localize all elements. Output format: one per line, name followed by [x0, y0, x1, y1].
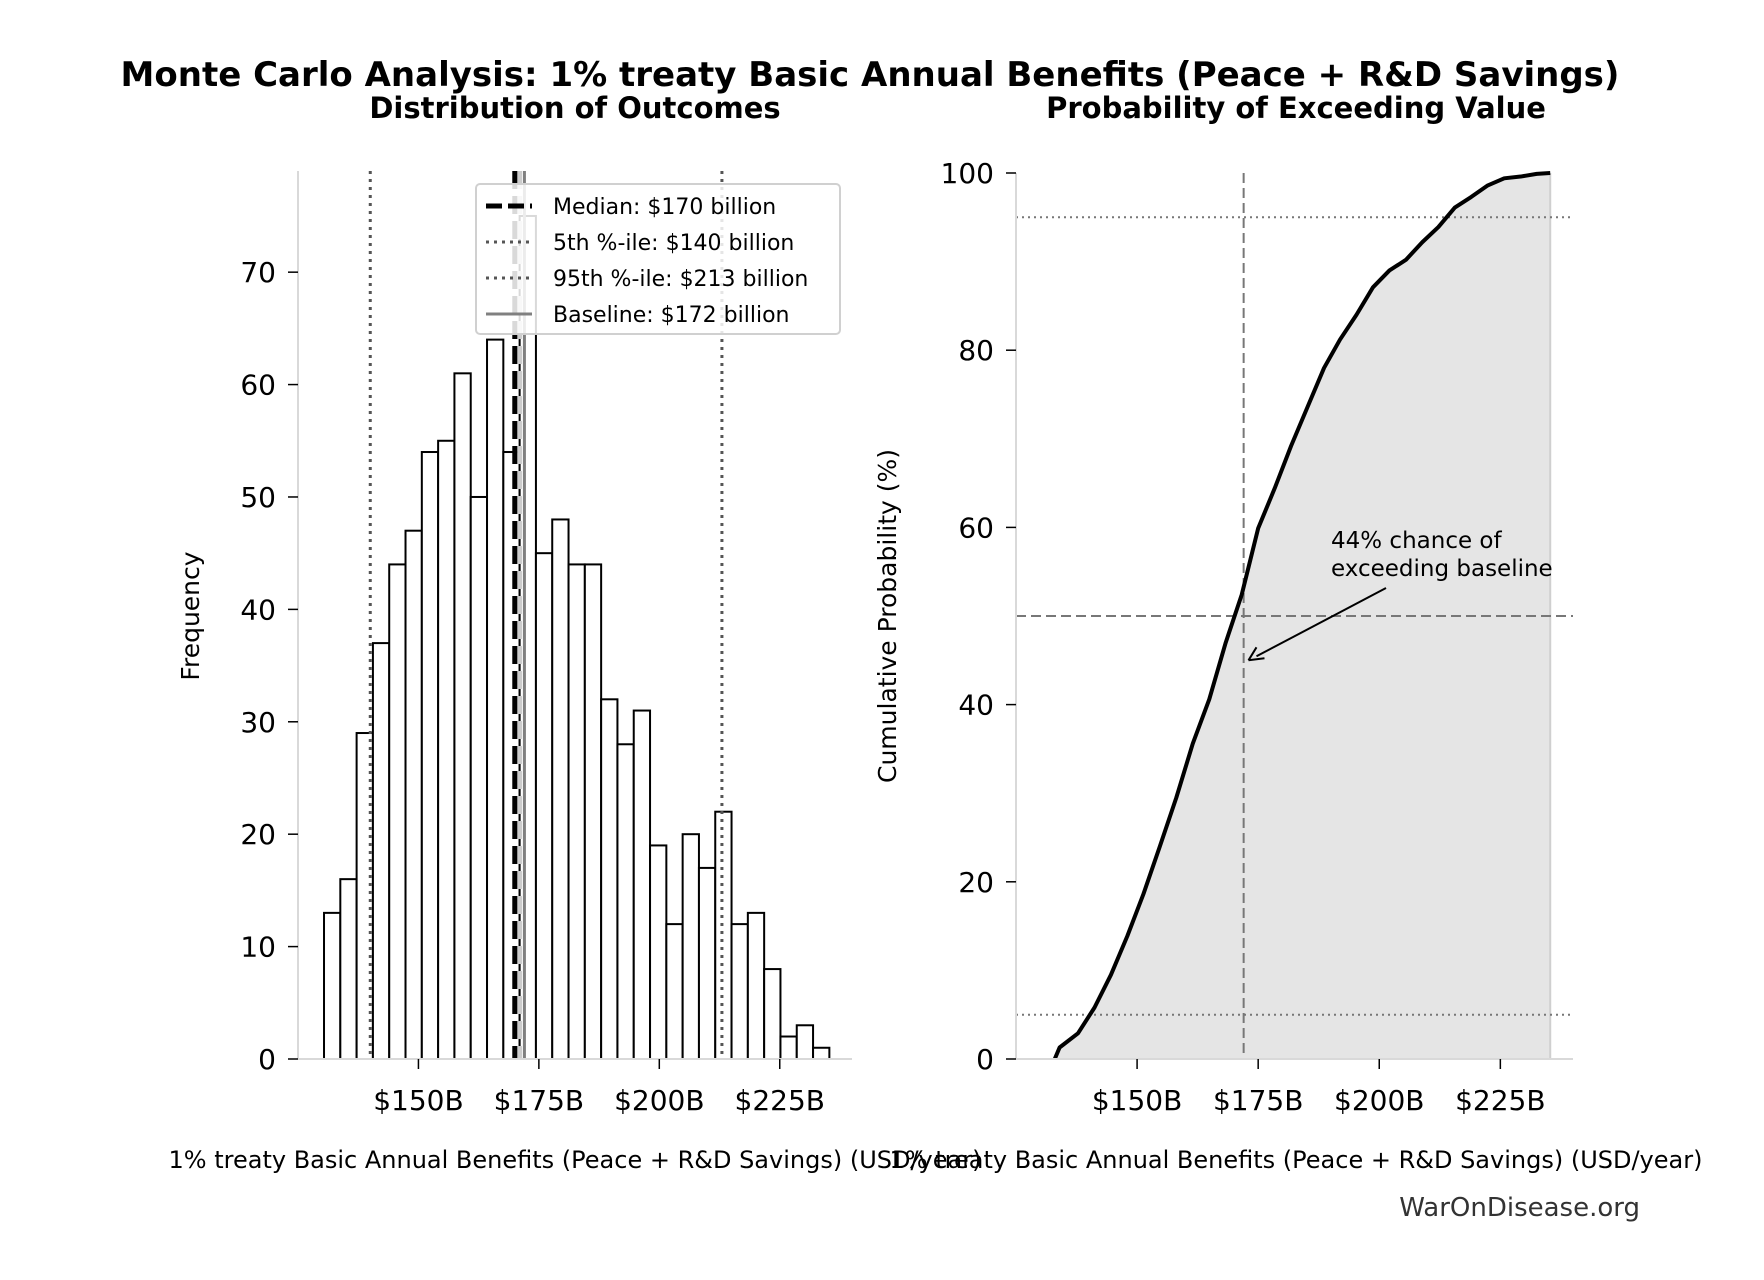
histogram-bar: [453, 372, 472, 1060]
histogram-bar: [649, 844, 668, 1060]
y-tick-label: 10: [240, 931, 276, 964]
y-tick-label: 60: [958, 511, 994, 544]
y-tick-label: 20: [958, 866, 994, 899]
legend-label: 5th %-ile: $140 billion: [553, 231, 794, 256]
hist-xlabel: 1% treaty Basic Annual Benefits (Peace +…: [169, 1146, 982, 1174]
histogram-bar: [404, 529, 423, 1060]
y-tick-label: 60: [240, 369, 276, 402]
y-tick-label: 80: [958, 334, 994, 367]
histogram-bar: [763, 968, 782, 1060]
histogram-bar: [486, 338, 505, 1060]
histogram-bar: [323, 911, 342, 1060]
histogram-bar: [583, 563, 603, 1060]
histogram-bar: [567, 563, 586, 1060]
legend: Median: $170 billion 5th %-ile: $140 bill…: [475, 183, 841, 335]
histogram-bar: [437, 439, 456, 1060]
annotation-arrow: [1256, 587, 1387, 658]
legend-box: [475, 183, 841, 335]
histogram-bar: [339, 878, 358, 1061]
hist-ylabel: Frequency: [176, 551, 205, 680]
histogram-bar: [681, 833, 700, 1060]
histogram-bar: [616, 743, 635, 1060]
histogram-bar: [730, 923, 749, 1061]
y-tick-label: 100: [941, 157, 994, 190]
watermark: WarOnDisease.org: [1399, 1193, 1640, 1223]
cdf-ylabel: Cumulative Probability (%): [873, 449, 902, 783]
y-tick-label: 0: [976, 1043, 994, 1076]
histogram-bar: [420, 451, 440, 1061]
x-tick-label: $200B: [1334, 1084, 1424, 1117]
legend-label: Baseline: $172 billion: [553, 303, 789, 328]
y-tick-label: 40: [958, 689, 994, 722]
annotation-text: 44% chance of: [1331, 528, 1503, 554]
histogram-bar: [551, 518, 570, 1060]
x-tick-label: $150B: [1092, 1084, 1182, 1117]
histogram-bar: [697, 866, 717, 1060]
histogram-bar: [665, 923, 684, 1061]
hist-subtitle: Distribution of Outcomes: [369, 91, 780, 125]
cdf-line: [1052, 171, 1551, 1060]
figure-title: Monte Carlo Analysis: 1% treaty Basic An…: [121, 55, 1620, 95]
y-tick-label: 20: [240, 818, 276, 851]
cdf-xlabel: 1% treaty Basic Annual Benefits (Peace +…: [890, 1146, 1703, 1174]
histogram-bar: [779, 1035, 798, 1061]
histogram-bar: [388, 563, 407, 1060]
histogram-bar: [632, 709, 652, 1060]
y-tick-label: 40: [240, 593, 276, 626]
histogram-bar: [812, 1046, 831, 1061]
histogram-bar: [795, 1024, 815, 1060]
histogram-bar: [371, 642, 391, 1060]
y-tick-label: 30: [240, 706, 276, 739]
legend-label: 95th %-ile: $213 billion: [553, 267, 808, 292]
arrow-head-icon: [1247, 646, 1265, 662]
histogram-bar: [534, 552, 554, 1060]
y-tick-label: 50: [240, 481, 276, 514]
histogram-bar: [600, 698, 619, 1060]
x-tick-label: $150B: [373, 1084, 463, 1117]
histogram-bar: [469, 495, 489, 1060]
annotation-text: exceeding baseline: [1331, 556, 1553, 582]
x-tick-label: $200B: [614, 1084, 704, 1117]
y-tick-label: 0: [258, 1043, 276, 1076]
x-tick-label: $225B: [1455, 1084, 1545, 1117]
x-tick-label: $175B: [494, 1084, 584, 1117]
histogram-bar: [746, 911, 766, 1060]
legend-label: Median: $170 billion: [553, 195, 776, 220]
histogram-panel: 0 10 20 30 40 50 60 70 $150B $175B $200B $225B Media…: [240, 171, 852, 1117]
cdf-panel: 0 20 40 60 80 100 $150B $175B $200B $225B 44% chan…: [941, 157, 1573, 1117]
x-tick-label: $175B: [1213, 1084, 1303, 1117]
x-tick-label: $225B: [735, 1084, 825, 1117]
y-tick-label: 70: [240, 256, 276, 289]
cdf-subtitle: Probability of Exceeding Value: [1046, 91, 1546, 125]
